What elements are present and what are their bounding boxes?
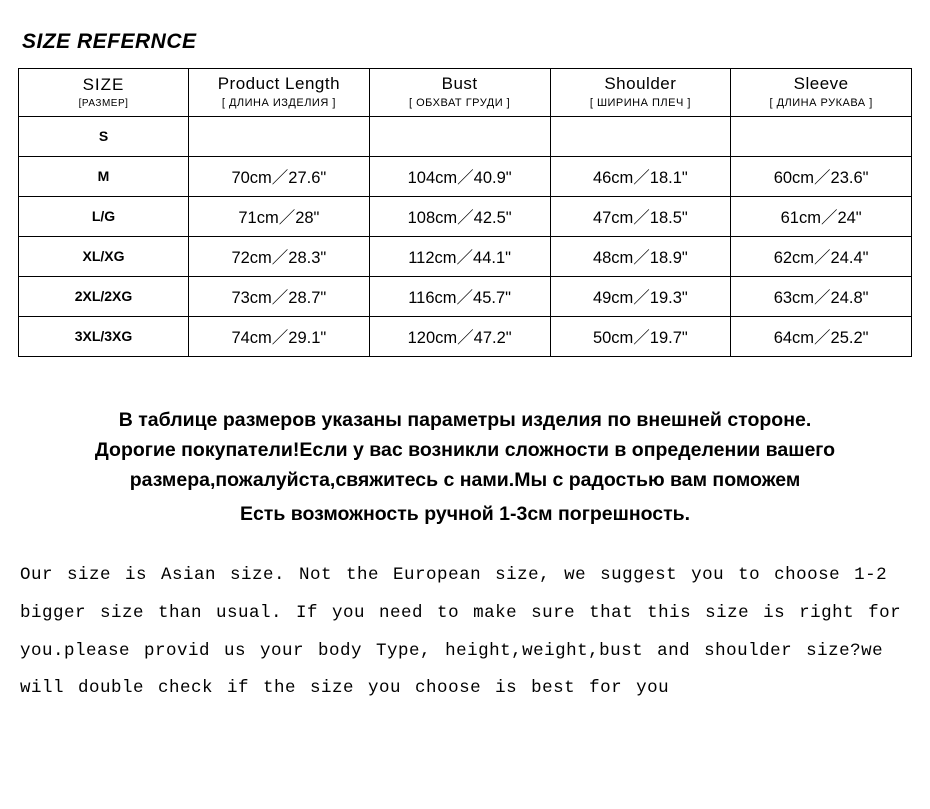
ru-line: Есть возможность ручной 1-3см погрешност…: [28, 499, 902, 529]
table-body: SM70cm／27.6"104cm／40.9"46cm／18.1"60cm／23…: [19, 116, 912, 356]
size-table: SIZE [РАЗМЕР] Product Length [ ДЛИНА ИЗД…: [18, 68, 912, 357]
col-header-bust: Bust [ ОБХВАТ ГРУДИ ]: [369, 69, 550, 117]
data-cell: [189, 116, 370, 156]
data-cell: 116cm／45.7": [369, 276, 550, 316]
data-cell: [731, 116, 912, 156]
size-label-cell: 3XL/3XG: [19, 316, 189, 356]
col-header-shoulder: Shoulder [ ШИРИНА ПЛЕЧ ]: [550, 69, 731, 117]
table-row: 3XL/3XG74cm／29.1"120cm／47.2"50cm／19.7"64…: [19, 316, 912, 356]
russian-note: В таблице размеров указаны параметры изд…: [18, 405, 912, 530]
data-cell: 120cm／47.2": [369, 316, 550, 356]
data-cell: 46cm／18.1": [550, 156, 731, 196]
data-cell: 48cm／18.9": [550, 236, 731, 276]
size-label-cell: L/G: [19, 196, 189, 236]
col-header-sub: [ ШИРИНА ПЛЕЧ ]: [553, 95, 729, 112]
data-cell: 71cm／28": [189, 196, 370, 236]
col-header-sub: [ ОБХВАТ ГРУДИ ]: [372, 95, 548, 112]
size-label-cell: XL/XG: [19, 236, 189, 276]
col-header-sub: [ ДЛИНА ИЗДЕЛИЯ ]: [191, 95, 367, 112]
data-cell: 63cm／24.8": [731, 276, 912, 316]
table-row: S: [19, 116, 912, 156]
table-row: 2XL/2XG73cm／28.7"116cm／45.7"49cm／19.3"63…: [19, 276, 912, 316]
col-header-sub: [ ДЛИНА РУКАВА ]: [733, 95, 909, 112]
col-header-main: Bust: [372, 73, 548, 95]
size-label-cell: 2XL/2XG: [19, 276, 189, 316]
col-header-main: Product Length: [191, 73, 367, 95]
page-title: SIZE REFERNCE: [22, 30, 912, 54]
data-cell: [369, 116, 550, 156]
ru-line: В таблице размеров указаны параметры изд…: [28, 405, 902, 435]
table-row: M70cm／27.6"104cm／40.9"46cm／18.1"60cm／23.…: [19, 156, 912, 196]
english-note: Our size is Asian size. Not the European…: [18, 557, 912, 708]
table-header-row: SIZE [РАЗМЕР] Product Length [ ДЛИНА ИЗД…: [19, 69, 912, 117]
data-cell: 112cm／44.1": [369, 236, 550, 276]
size-label-cell: S: [19, 116, 189, 156]
data-cell: 49cm／19.3": [550, 276, 731, 316]
data-cell: 50cm／19.7": [550, 316, 731, 356]
col-header-main: Shoulder: [553, 73, 729, 95]
table-row: XL/XG72cm／28.3"112cm／44.1"48cm／18.9"62cm…: [19, 236, 912, 276]
table-row: L/G71cm／28"108cm／42.5"47cm／18.5"61cm／24": [19, 196, 912, 236]
col-header-size: SIZE [РАЗМЕР]: [19, 69, 189, 117]
data-cell: 61cm／24": [731, 196, 912, 236]
ru-line: Дорогие покупатели!Если у вас возникли с…: [28, 435, 902, 495]
data-cell: 72cm／28.3": [189, 236, 370, 276]
data-cell: 70cm／27.6": [189, 156, 370, 196]
size-label-cell: M: [19, 156, 189, 196]
data-cell: 73cm／28.7": [189, 276, 370, 316]
data-cell: 62cm／24.4": [731, 236, 912, 276]
data-cell: 104cm／40.9": [369, 156, 550, 196]
data-cell: 74cm／29.1": [189, 316, 370, 356]
data-cell: 108cm／42.5": [369, 196, 550, 236]
col-header-main: SIZE: [21, 74, 186, 96]
data-cell: 64cm／25.2": [731, 316, 912, 356]
col-header-main: Sleeve: [733, 73, 909, 95]
data-cell: [550, 116, 731, 156]
data-cell: 60cm／23.6": [731, 156, 912, 196]
data-cell: 47cm／18.5": [550, 196, 731, 236]
col-header-sub: [РАЗМЕР]: [21, 96, 186, 111]
col-header-length: Product Length [ ДЛИНА ИЗДЕЛИЯ ]: [189, 69, 370, 117]
col-header-sleeve: Sleeve [ ДЛИНА РУКАВА ]: [731, 69, 912, 117]
